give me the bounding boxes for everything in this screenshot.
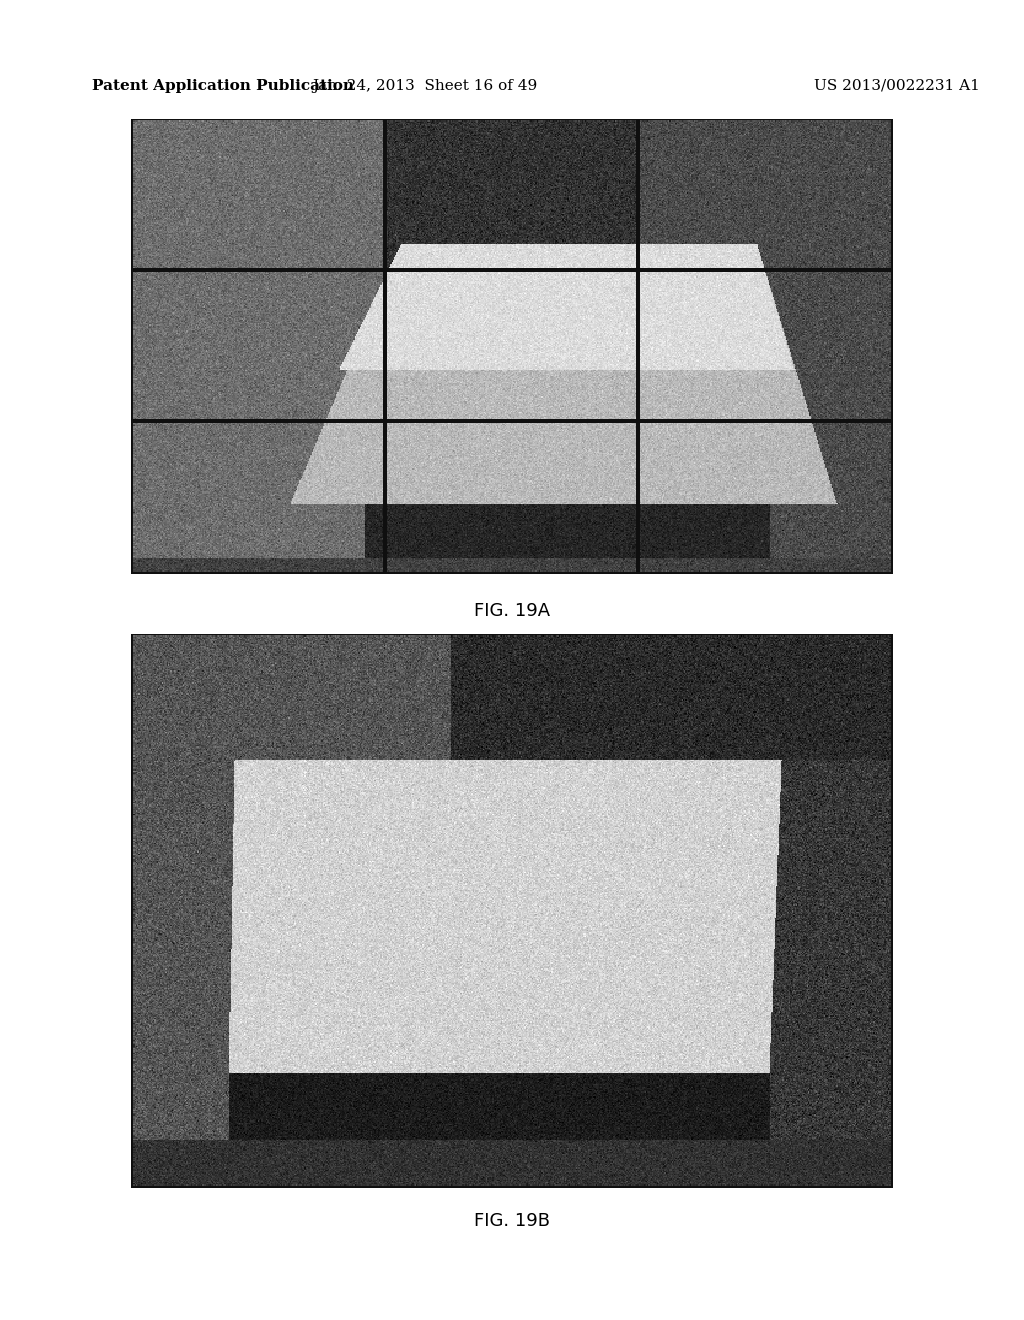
Text: FIG. 19B: FIG. 19B <box>474 1212 550 1230</box>
Text: US 2013/0022231 A1: US 2013/0022231 A1 <box>814 79 980 92</box>
Text: Jan. 24, 2013  Sheet 16 of 49: Jan. 24, 2013 Sheet 16 of 49 <box>312 79 538 92</box>
Text: Patent Application Publication: Patent Application Publication <box>92 79 354 92</box>
Text: FIG. 19A: FIG. 19A <box>474 602 550 620</box>
